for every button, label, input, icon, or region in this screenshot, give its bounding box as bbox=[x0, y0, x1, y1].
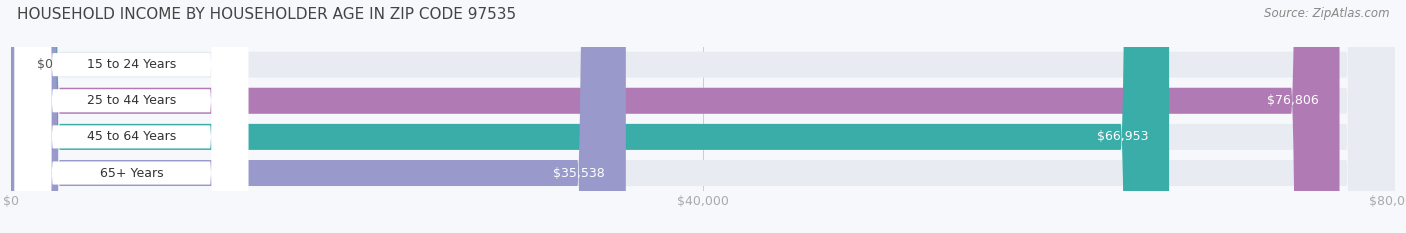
FancyBboxPatch shape bbox=[14, 0, 249, 233]
Text: 25 to 44 Years: 25 to 44 Years bbox=[87, 94, 176, 107]
Text: HOUSEHOLD INCOME BY HOUSEHOLDER AGE IN ZIP CODE 97535: HOUSEHOLD INCOME BY HOUSEHOLDER AGE IN Z… bbox=[17, 7, 516, 22]
FancyBboxPatch shape bbox=[11, 0, 1340, 233]
FancyBboxPatch shape bbox=[14, 0, 249, 233]
Text: Source: ZipAtlas.com: Source: ZipAtlas.com bbox=[1264, 7, 1389, 20]
FancyBboxPatch shape bbox=[11, 0, 626, 233]
FancyBboxPatch shape bbox=[11, 0, 1170, 233]
FancyBboxPatch shape bbox=[11, 0, 1395, 233]
Text: 65+ Years: 65+ Years bbox=[100, 167, 163, 179]
Text: $76,806: $76,806 bbox=[1267, 94, 1319, 107]
Text: 45 to 64 Years: 45 to 64 Years bbox=[87, 130, 176, 143]
Text: $35,538: $35,538 bbox=[554, 167, 605, 179]
Text: $66,953: $66,953 bbox=[1097, 130, 1149, 143]
Text: $0: $0 bbox=[37, 58, 53, 71]
FancyBboxPatch shape bbox=[11, 0, 1395, 233]
FancyBboxPatch shape bbox=[14, 0, 249, 233]
Text: 15 to 24 Years: 15 to 24 Years bbox=[87, 58, 176, 71]
FancyBboxPatch shape bbox=[11, 0, 1395, 233]
FancyBboxPatch shape bbox=[14, 0, 249, 233]
FancyBboxPatch shape bbox=[11, 0, 1395, 233]
